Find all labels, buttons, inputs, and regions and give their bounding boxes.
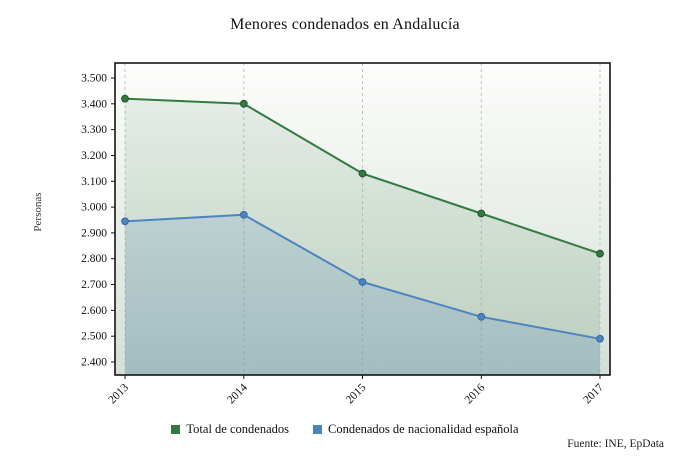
svg-text:2.900: 2.900 bbox=[81, 227, 107, 239]
legend-label-spanish: Condenados de nacionalidad española bbox=[328, 422, 519, 436]
svg-text:2017: 2017 bbox=[581, 381, 606, 406]
line-chart: 2.400 2.500 2.600 2.700 2.800 2.900 3.000 3.100… bbox=[81, 62, 611, 406]
svg-text:3.500: 3.500 bbox=[81, 73, 107, 85]
svg-text:2013: 2013 bbox=[106, 381, 131, 406]
legend-item-total: Total de condenados bbox=[171, 422, 289, 437]
svg-text:3.400: 3.400 bbox=[81, 98, 107, 110]
svg-text:2.400: 2.400 bbox=[81, 357, 107, 369]
svg-text:3.300: 3.300 bbox=[81, 124, 107, 136]
svg-text:2.700: 2.700 bbox=[81, 279, 107, 291]
legend-swatch-spanish bbox=[313, 425, 322, 434]
legend-item-spanish: Condenados de nacionalidad española bbox=[313, 422, 519, 437]
legend: Total de condenados Condenados de nacion… bbox=[0, 422, 690, 437]
svg-text:2014: 2014 bbox=[225, 381, 250, 406]
area-spanish bbox=[125, 214, 600, 375]
svg-text:2015: 2015 bbox=[344, 381, 369, 406]
chart-title: Menores condenados en Andalucía bbox=[230, 16, 460, 33]
legend-label-total: Total de condenados bbox=[186, 422, 289, 436]
y-axis-title: Personas bbox=[32, 192, 44, 232]
svg-text:3.200: 3.200 bbox=[81, 150, 107, 162]
svg-text:2016: 2016 bbox=[463, 381, 488, 406]
series-markers-1 bbox=[121, 210, 604, 343]
source-note: Fuente: INE, EpData bbox=[567, 438, 664, 450]
plot-frame bbox=[114, 62, 611, 376]
legend-swatch-total bbox=[171, 425, 181, 434]
svg-text:3.100: 3.100 bbox=[81, 176, 107, 188]
x-axis-ticks: 2013 2014 2015 2016 2017 bbox=[106, 375, 606, 406]
svg-text:2.500: 2.500 bbox=[81, 331, 107, 343]
series-markers-0 bbox=[121, 94, 604, 258]
svg-text:2.600: 2.600 bbox=[81, 305, 107, 317]
y-axis-ticks: 2.400 2.500 2.600 2.700 2.800 2.900 3.000 3.100… bbox=[81, 73, 115, 369]
svg-text:2.800: 2.800 bbox=[81, 253, 107, 265]
svg-text:3.000: 3.000 bbox=[81, 202, 107, 214]
